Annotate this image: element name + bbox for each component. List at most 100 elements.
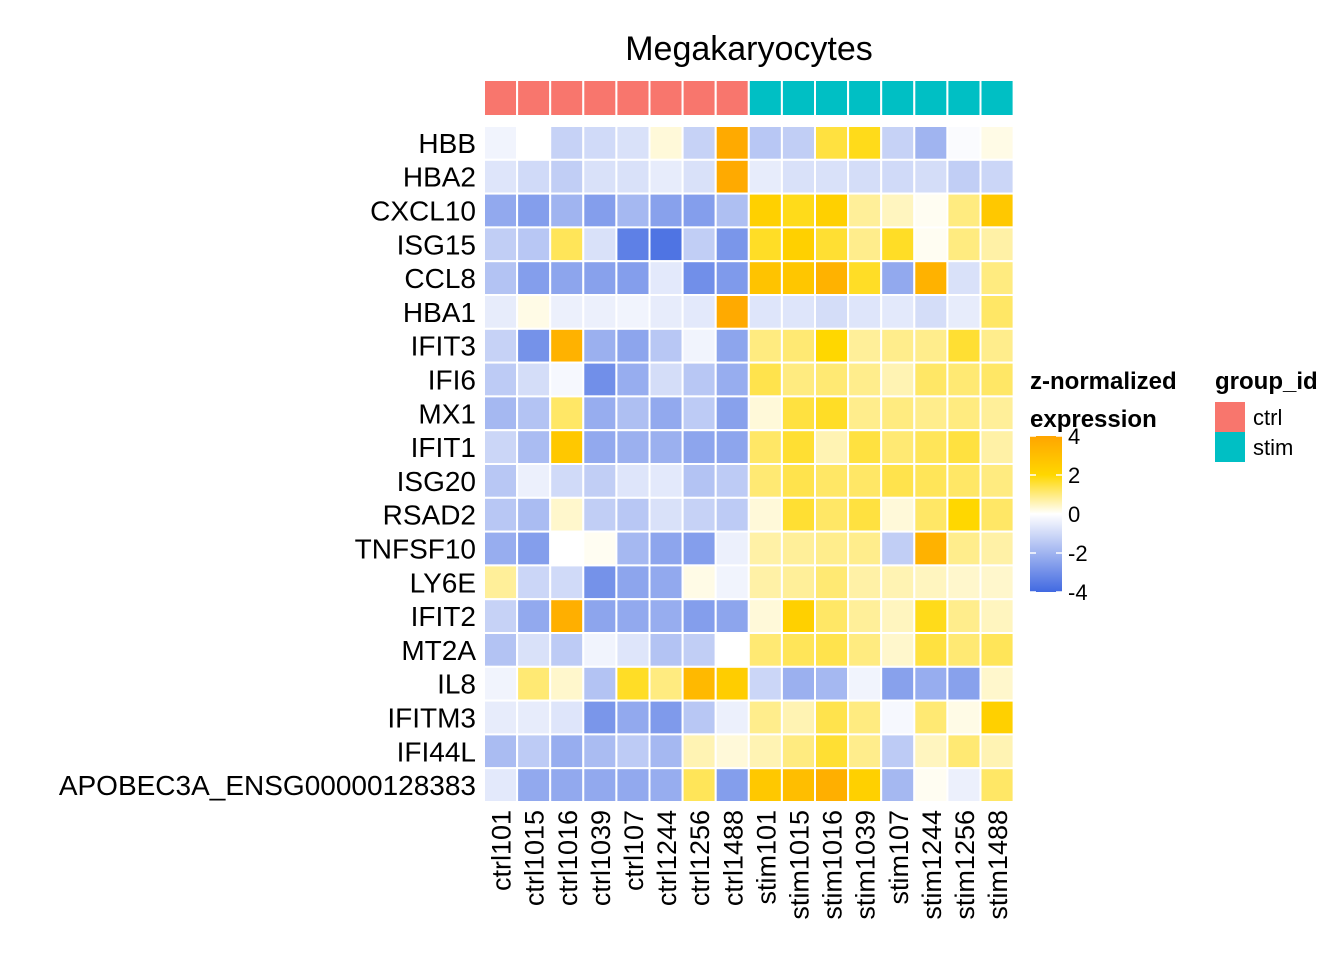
heatmap-cell <box>648 733 684 770</box>
heatmap-cell <box>648 564 684 601</box>
heatmap-cell <box>780 260 817 297</box>
heatmap-cell <box>880 327 916 364</box>
column-label: ctrl1488 <box>718 810 748 906</box>
heatmap-cell <box>582 361 618 398</box>
heatmap-cell <box>913 767 949 804</box>
heatmap-cell <box>814 767 850 804</box>
row-label: MT2A <box>401 635 476 666</box>
heatmap-cell <box>714 361 750 398</box>
color-legend-title-line1: z-normalized <box>1030 368 1177 395</box>
heatmap-cell <box>483 125 519 161</box>
heatmap-cell <box>516 598 552 635</box>
column-label: ctrl101 <box>487 810 517 891</box>
group-legend-title: group_id <box>1215 368 1318 395</box>
heatmap-cell <box>747 632 783 668</box>
color-legend-title-line2: expression <box>1030 406 1157 433</box>
heatmap-cell <box>880 158 916 195</box>
group-legend-label: ctrl <box>1253 405 1282 430</box>
row-label: IL8 <box>437 669 476 700</box>
heatmap-cell <box>615 327 651 364</box>
heatmap-cell <box>714 226 750 263</box>
row-label: CXCL10 <box>370 196 476 227</box>
heatmap-cell <box>483 530 519 567</box>
heatmap-cell <box>979 496 1015 533</box>
heatmap-cell <box>913 733 949 770</box>
heatmap-cell <box>582 463 618 499</box>
group-cell <box>747 79 783 117</box>
heatmap-cell <box>979 767 1015 804</box>
heatmap-cell <box>946 665 982 702</box>
heatmap-cell <box>648 767 684 804</box>
heatmap-cell <box>747 429 783 466</box>
heatmap-cell <box>483 260 519 297</box>
heatmap-cell <box>483 429 519 466</box>
heatmap-cell <box>615 226 651 263</box>
heatmap-cell <box>847 699 883 736</box>
heatmap-cell <box>946 496 982 533</box>
heatmap-cell <box>880 361 916 398</box>
heatmap-cell <box>780 361 817 398</box>
heatmap-cell <box>780 158 817 195</box>
heatmap-cell <box>615 632 651 668</box>
row-label: IFITM3 <box>387 703 476 734</box>
group-cell <box>880 79 916 117</box>
heatmap-cell <box>913 395 949 432</box>
color-legend-tick-label: 4 <box>1068 424 1080 449</box>
heatmap-cell <box>979 699 1015 736</box>
heatmap-cell <box>483 158 519 195</box>
heatmap-cell <box>549 733 585 770</box>
heatmap-cell <box>913 226 949 263</box>
heatmap-cell <box>847 226 883 263</box>
heatmap-cell <box>615 125 651 161</box>
heatmap-cell <box>946 395 982 432</box>
heatmap-cell <box>681 158 717 195</box>
heatmap-cell <box>946 632 982 668</box>
heatmap-cell <box>913 260 949 297</box>
heatmap-cell <box>913 496 949 533</box>
heatmap-cell <box>483 598 519 635</box>
row-label: IFI6 <box>428 365 476 396</box>
row-label: ISG15 <box>397 229 476 260</box>
heatmap-cell <box>814 158 850 195</box>
heatmap-cell <box>847 125 883 161</box>
heatmap-cell <box>913 361 949 398</box>
column-label: stim107 <box>884 810 914 905</box>
heatmap-cell <box>747 665 783 702</box>
heatmap-cell <box>582 260 618 297</box>
heatmap-cell <box>615 699 651 736</box>
heatmap-cell <box>913 192 949 229</box>
heatmap-cell <box>681 496 717 533</box>
heatmap-cell <box>747 767 783 804</box>
group-legend-label: stim <box>1253 435 1293 460</box>
heatmap-cell <box>648 226 684 263</box>
heatmap-cell <box>516 733 552 770</box>
heatmap-cell <box>979 125 1015 161</box>
heatmap-cell <box>648 429 684 466</box>
heatmap-cell <box>946 564 982 601</box>
row-label: IFIT3 <box>411 331 476 362</box>
heatmap-cell <box>880 192 916 229</box>
group-cell <box>648 79 684 117</box>
row-label: HBA2 <box>403 162 476 193</box>
row-label: TNFSF10 <box>355 534 476 565</box>
heatmap-cell <box>847 260 883 297</box>
heatmap-cell <box>946 327 982 364</box>
heatmap-cell <box>516 294 552 330</box>
heatmap-cell <box>615 530 651 567</box>
heatmap-cell <box>979 463 1015 499</box>
group-cell <box>847 79 883 117</box>
heatmap-cell <box>847 429 883 466</box>
heatmap-cell <box>714 598 750 635</box>
heatmap-cell <box>946 463 982 499</box>
heatmap-cell <box>880 767 916 804</box>
heatmap-cell <box>979 294 1015 330</box>
heatmap-cell <box>582 294 618 330</box>
heatmap-cell <box>549 699 585 736</box>
heatmap-cell <box>648 598 684 635</box>
heatmap-cell <box>714 260 750 297</box>
heatmap-cell <box>780 598 817 635</box>
heatmap-cell <box>946 361 982 398</box>
heatmap-cell <box>747 564 783 601</box>
heatmap-cell <box>648 665 684 702</box>
group-cell <box>615 79 651 117</box>
